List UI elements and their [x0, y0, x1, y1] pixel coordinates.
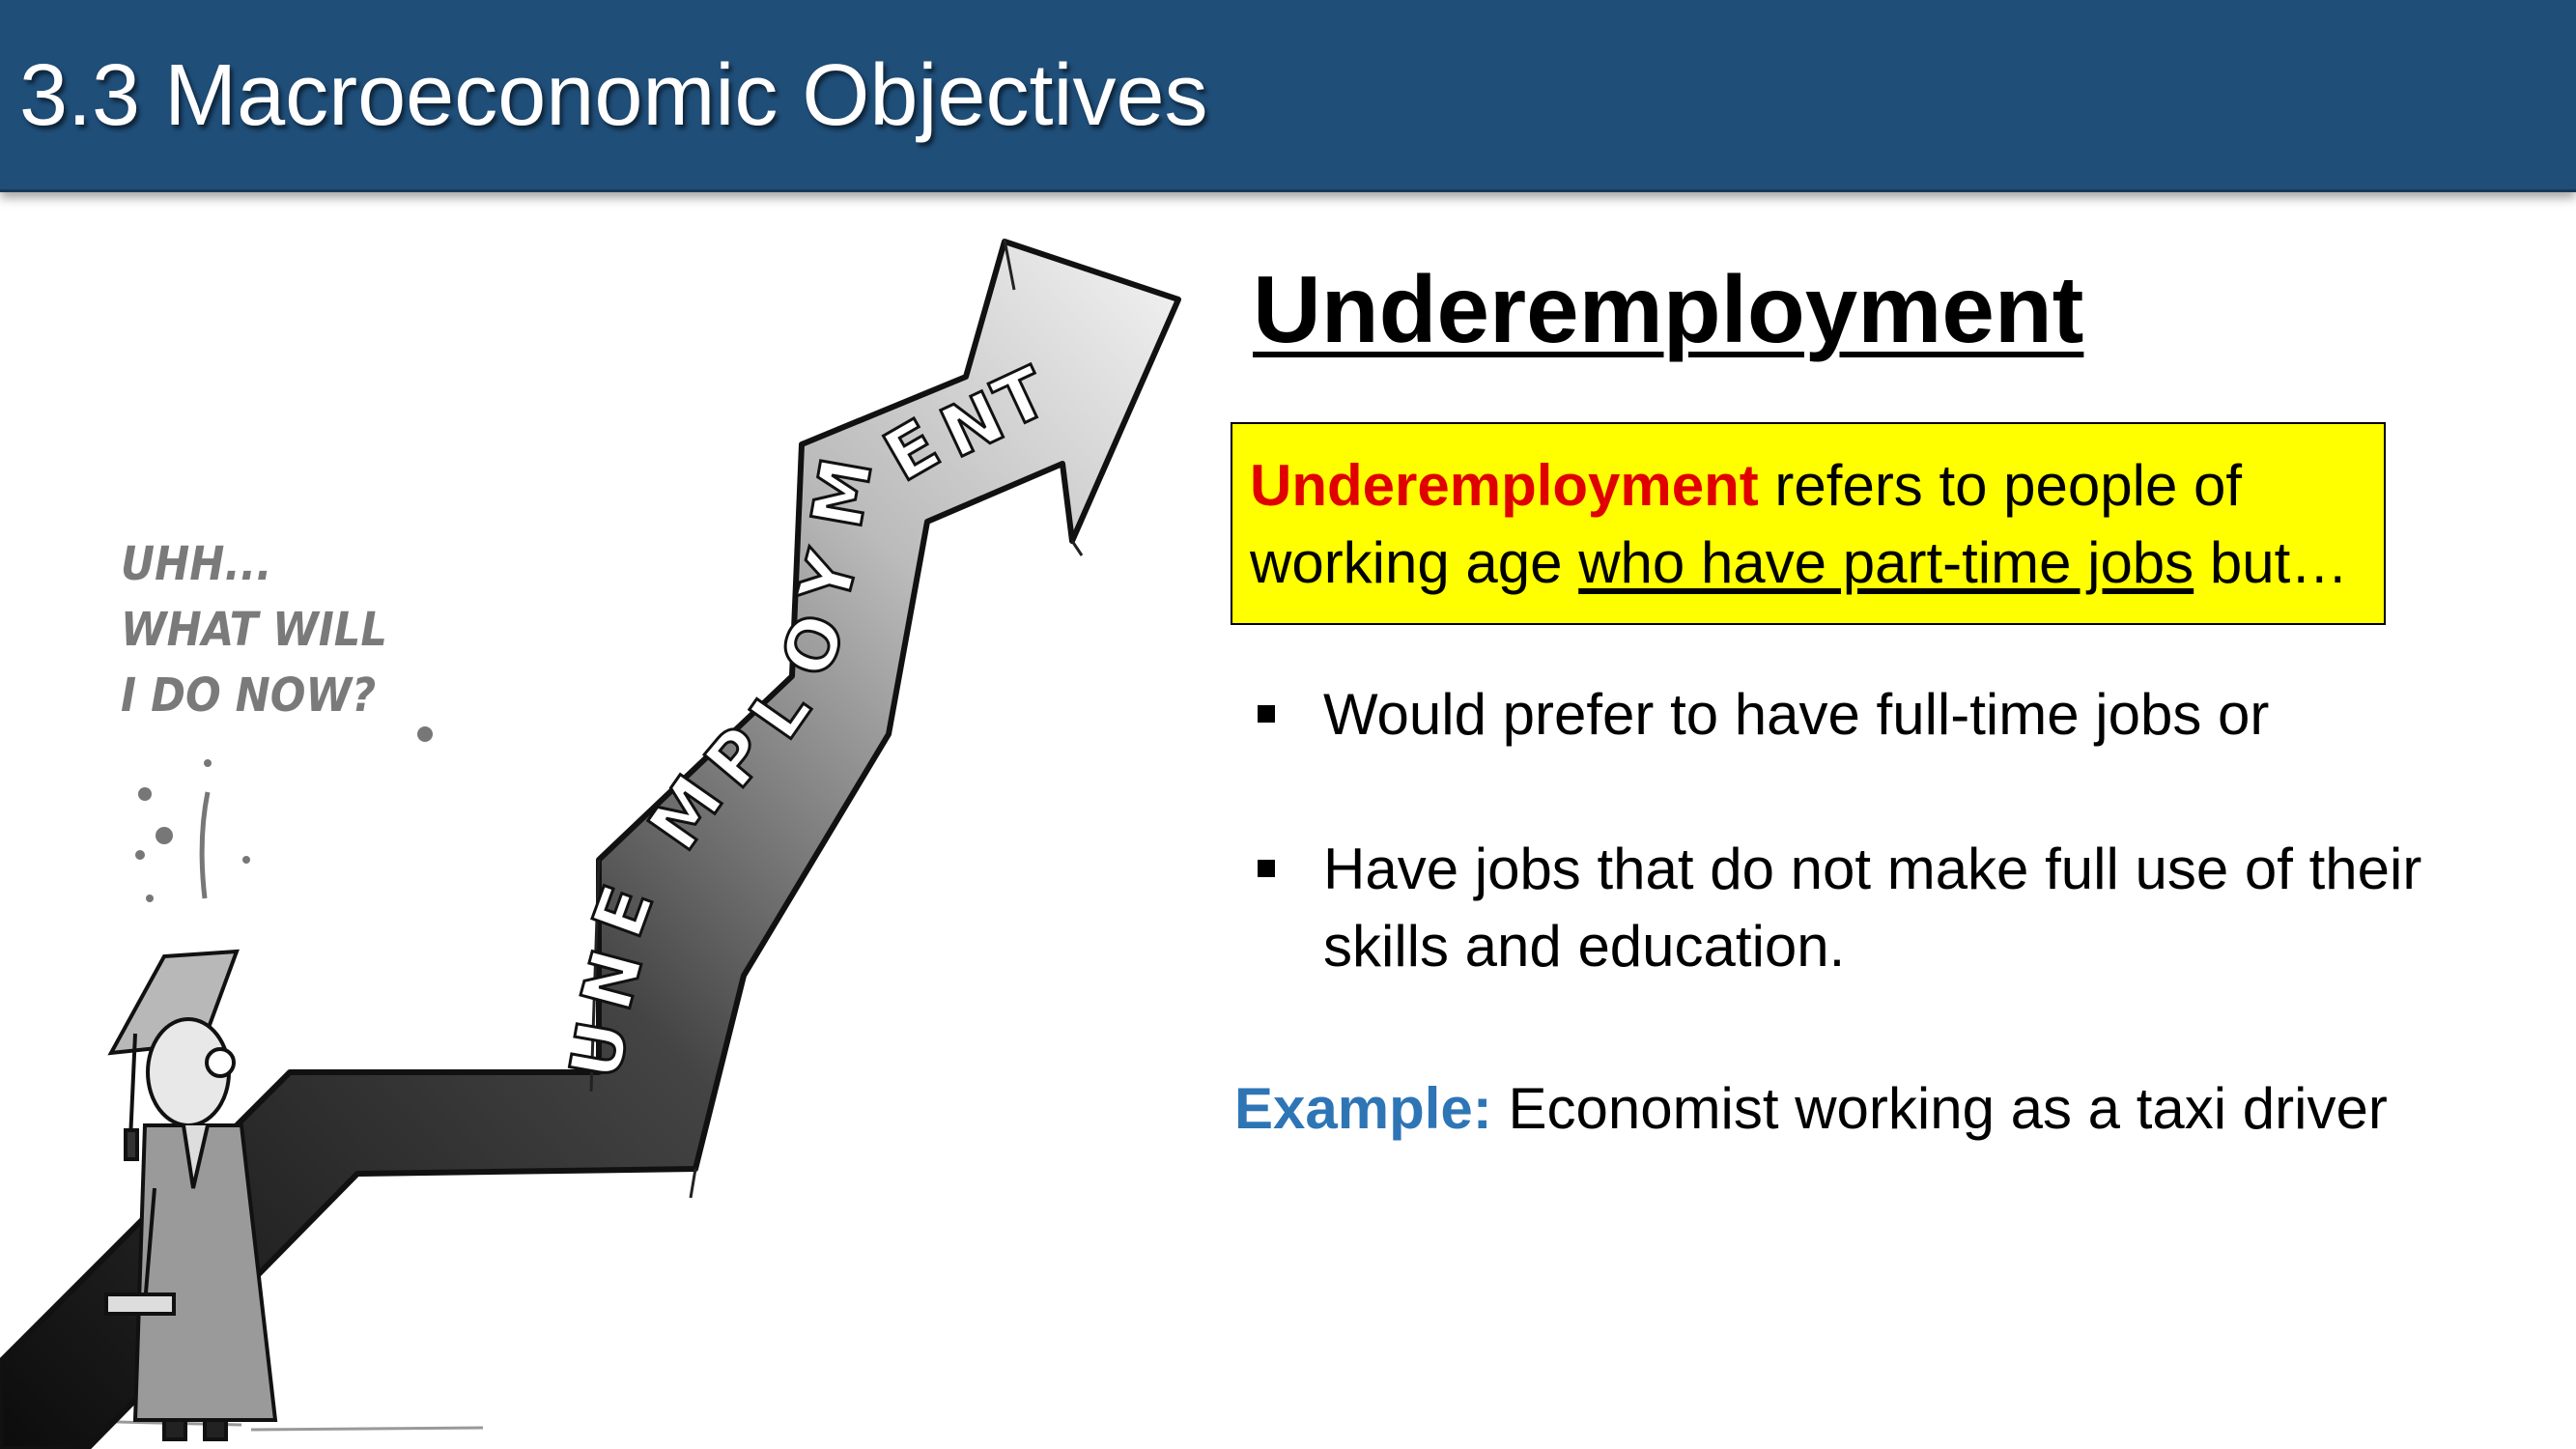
definition-box: Underemployment refers to people of work…	[1231, 422, 2386, 625]
example-line: Example: Economist working as a taxi dri…	[1234, 1070, 2388, 1148]
definition-term: Underemployment	[1250, 453, 1759, 518]
bullet-text: Would prefer to have full-time jobs or	[1323, 682, 2270, 747]
unemployment-cartoon-illustration: U N E M P L O Y M E N T UHH... WHAT WILL…	[0, 239, 1181, 1449]
definition-text-end: but…	[2194, 530, 2349, 595]
arrow-lettering: U N E M P L O Y M E N T	[553, 350, 1062, 1086]
thought-line: UHH...	[121, 537, 272, 591]
slide-title: 3.3 Macroeconomic Objectives	[19, 47, 1208, 144]
square-bullet-icon	[1258, 705, 1275, 723]
definition-underlined-text: who have part-time jobs	[1578, 530, 2194, 595]
definition-text-start: refers to people of working age	[1250, 453, 2243, 595]
thought-dots	[135, 726, 433, 902]
example-label: Example:	[1234, 1076, 1492, 1141]
thought-text: UHH... WHAT WILL I DO NOW?	[121, 537, 387, 723]
list-item: Have jobs that do not make full use of t…	[1246, 831, 2434, 985]
thought-line: WHAT WILL	[121, 603, 387, 657]
graduate-figure	[104, 949, 278, 1441]
arrow-letter: M	[796, 452, 888, 534]
thought-line: I DO NOW?	[121, 668, 376, 723]
bullet-text: Have jobs that do not make full use of t…	[1323, 837, 2422, 979]
title-bar: 3.3 Macroeconomic Objectives	[0, 0, 2576, 192]
sketch-strokes	[589, 239, 1084, 1199]
list-item: Would prefer to have full-time jobs or	[1246, 676, 2502, 753]
section-heading: Underemployment	[1253, 256, 2084, 362]
square-bullet-icon	[1258, 860, 1275, 877]
bullet-list: Would prefer to have full-time jobs or H…	[1246, 676, 2502, 985]
example-text: Economist working as a taxi driver	[1491, 1076, 2388, 1141]
